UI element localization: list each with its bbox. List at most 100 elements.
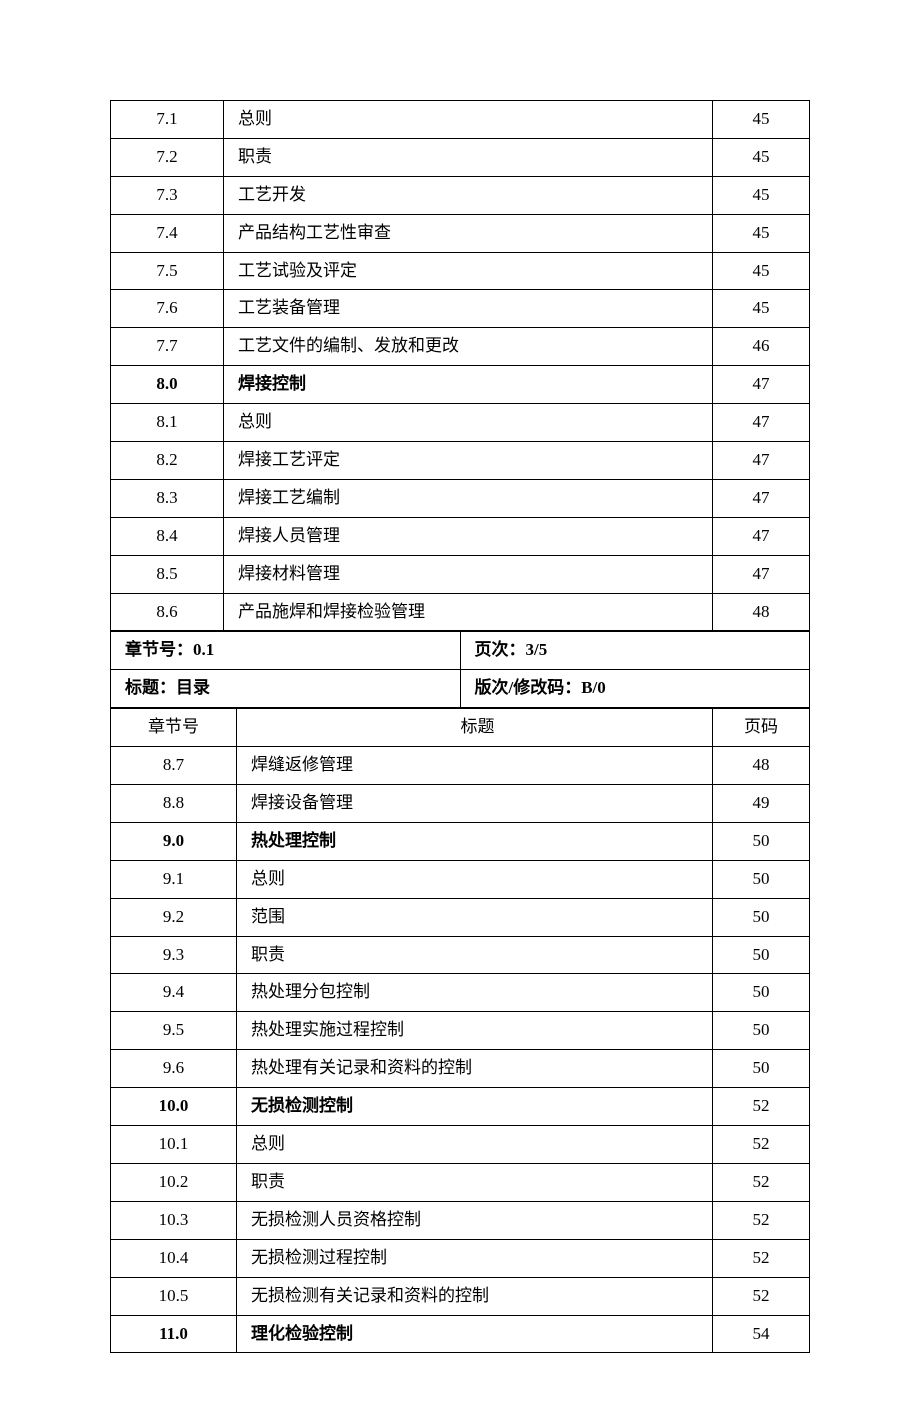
title-cell: 标题：目录	[111, 670, 461, 708]
chapter-number-cell: 章节号：0.1	[111, 632, 461, 670]
table-row: 8.1总则47	[111, 404, 810, 442]
header-page: 页码	[713, 709, 810, 747]
section-page: 50	[713, 822, 810, 860]
table-row: 7.1总则45	[111, 101, 810, 139]
table-row: 8.4焊接人员管理47	[111, 517, 810, 555]
section-page: 47	[713, 366, 810, 404]
section-title: 产品结构工艺性审查	[224, 214, 713, 252]
section-number: 8.2	[111, 442, 224, 480]
table-row: 9.0热处理控制50	[111, 822, 810, 860]
table-row: 10.0无损检测控制52	[111, 1088, 810, 1126]
section-title: 热处理分包控制	[237, 974, 713, 1012]
table-row: 9.1总则50	[111, 860, 810, 898]
section-title: 无损检测人员资格控制	[237, 1201, 713, 1239]
section-title: 焊缝返修管理	[237, 747, 713, 785]
section-page: 52	[713, 1126, 810, 1164]
section-title: 热处理有关记录和资料的控制	[237, 1050, 713, 1088]
table-row: 11.0理化检验控制54	[111, 1315, 810, 1353]
section-number: 7.5	[111, 252, 224, 290]
table-row: 9.6热处理有关记录和资料的控制50	[111, 1050, 810, 1088]
section-number: 9.2	[111, 898, 237, 936]
section-page: 52	[713, 1163, 810, 1201]
section-number: 10.5	[111, 1277, 237, 1315]
section-title: 热处理实施过程控制	[237, 1012, 713, 1050]
table-row: 8.3焊接工艺编制47	[111, 479, 810, 517]
section-page: 46	[713, 328, 810, 366]
section-page: 47	[713, 442, 810, 480]
section-number: 8.4	[111, 517, 224, 555]
section-title: 工艺开发	[224, 176, 713, 214]
section-title: 职责	[237, 1163, 713, 1201]
section-page: 52	[713, 1088, 810, 1126]
section-number: 10.3	[111, 1201, 237, 1239]
section-page: 52	[713, 1239, 810, 1277]
header-section: 章节号	[111, 709, 237, 747]
table-row: 7.7工艺文件的编制、发放和更改46	[111, 328, 810, 366]
section-number: 8.0	[111, 366, 224, 404]
table-row: 8.5焊接材料管理47	[111, 555, 810, 593]
section-number: 9.4	[111, 974, 237, 1012]
section-number: 9.3	[111, 936, 237, 974]
table-row: 8.6产品施焊和焊接检验管理48	[111, 593, 810, 631]
table-row: 9.2范围50	[111, 898, 810, 936]
toc-table-lower: 章节号 标题 页码 8.7焊缝返修管理488.8焊接设备管理499.0热处理控制…	[110, 708, 810, 1353]
section-page: 45	[713, 214, 810, 252]
section-number: 9.1	[111, 860, 237, 898]
section-number: 7.2	[111, 138, 224, 176]
section-title: 理化检验控制	[237, 1315, 713, 1353]
section-page: 47	[713, 479, 810, 517]
section-title: 焊接材料管理	[224, 555, 713, 593]
header-title: 标题	[237, 709, 713, 747]
section-page: 45	[713, 138, 810, 176]
section-title: 总则	[224, 404, 713, 442]
section-title: 工艺试验及评定	[224, 252, 713, 290]
section-number: 7.6	[111, 290, 224, 328]
table-row: 7.2职责45	[111, 138, 810, 176]
section-title: 焊接工艺评定	[224, 442, 713, 480]
section-number: 8.5	[111, 555, 224, 593]
section-title: 无损检测有关记录和资料的控制	[237, 1277, 713, 1315]
section-number: 8.1	[111, 404, 224, 442]
document-page: 7.1总则457.2职责457.3工艺开发457.4产品结构工艺性审查457.5…	[0, 0, 920, 1413]
section-title: 总则	[237, 1126, 713, 1164]
section-page: 45	[713, 252, 810, 290]
table-row: 10.3无损检测人员资格控制52	[111, 1201, 810, 1239]
section-page: 50	[713, 1012, 810, 1050]
section-number: 7.1	[111, 101, 224, 139]
section-number: 10.1	[111, 1126, 237, 1164]
table-header-row: 章节号 标题 页码	[111, 709, 810, 747]
section-title: 焊接人员管理	[224, 517, 713, 555]
section-title: 无损检测过程控制	[237, 1239, 713, 1277]
table-row: 7.3工艺开发45	[111, 176, 810, 214]
section-number: 7.4	[111, 214, 224, 252]
section-title: 焊接工艺编制	[224, 479, 713, 517]
table-row: 7.6工艺装备管理45	[111, 290, 810, 328]
section-page: 45	[713, 176, 810, 214]
section-page: 45	[713, 290, 810, 328]
section-page: 54	[713, 1315, 810, 1353]
section-title: 工艺装备管理	[224, 290, 713, 328]
table-row: 8.2焊接工艺评定47	[111, 442, 810, 480]
section-title: 职责	[237, 936, 713, 974]
section-page: 52	[713, 1277, 810, 1315]
section-number: 8.8	[111, 785, 237, 823]
toc-table-upper: 7.1总则457.2职责457.3工艺开发457.4产品结构工艺性审查457.5…	[110, 100, 810, 631]
table-row: 9.5热处理实施过程控制50	[111, 1012, 810, 1050]
table-row: 10.1总则52	[111, 1126, 810, 1164]
table-row: 8.0焊接控制47	[111, 366, 810, 404]
section-title: 总则	[237, 860, 713, 898]
section-page: 50	[713, 1050, 810, 1088]
section-title: 焊接控制	[224, 366, 713, 404]
section-number: 10.4	[111, 1239, 237, 1277]
version-cell: 版次/修改码：B/0	[460, 670, 810, 708]
section-title: 产品施焊和焊接检验管理	[224, 593, 713, 631]
table-row: 8.7焊缝返修管理48	[111, 747, 810, 785]
section-number: 8.3	[111, 479, 224, 517]
table-row: 7.4产品结构工艺性审查45	[111, 214, 810, 252]
section-number: 10.0	[111, 1088, 237, 1126]
section-page: 47	[713, 555, 810, 593]
table-row: 7.5工艺试验及评定45	[111, 252, 810, 290]
section-title: 工艺文件的编制、发放和更改	[224, 328, 713, 366]
section-number: 8.7	[111, 747, 237, 785]
section-number: 11.0	[111, 1315, 237, 1353]
